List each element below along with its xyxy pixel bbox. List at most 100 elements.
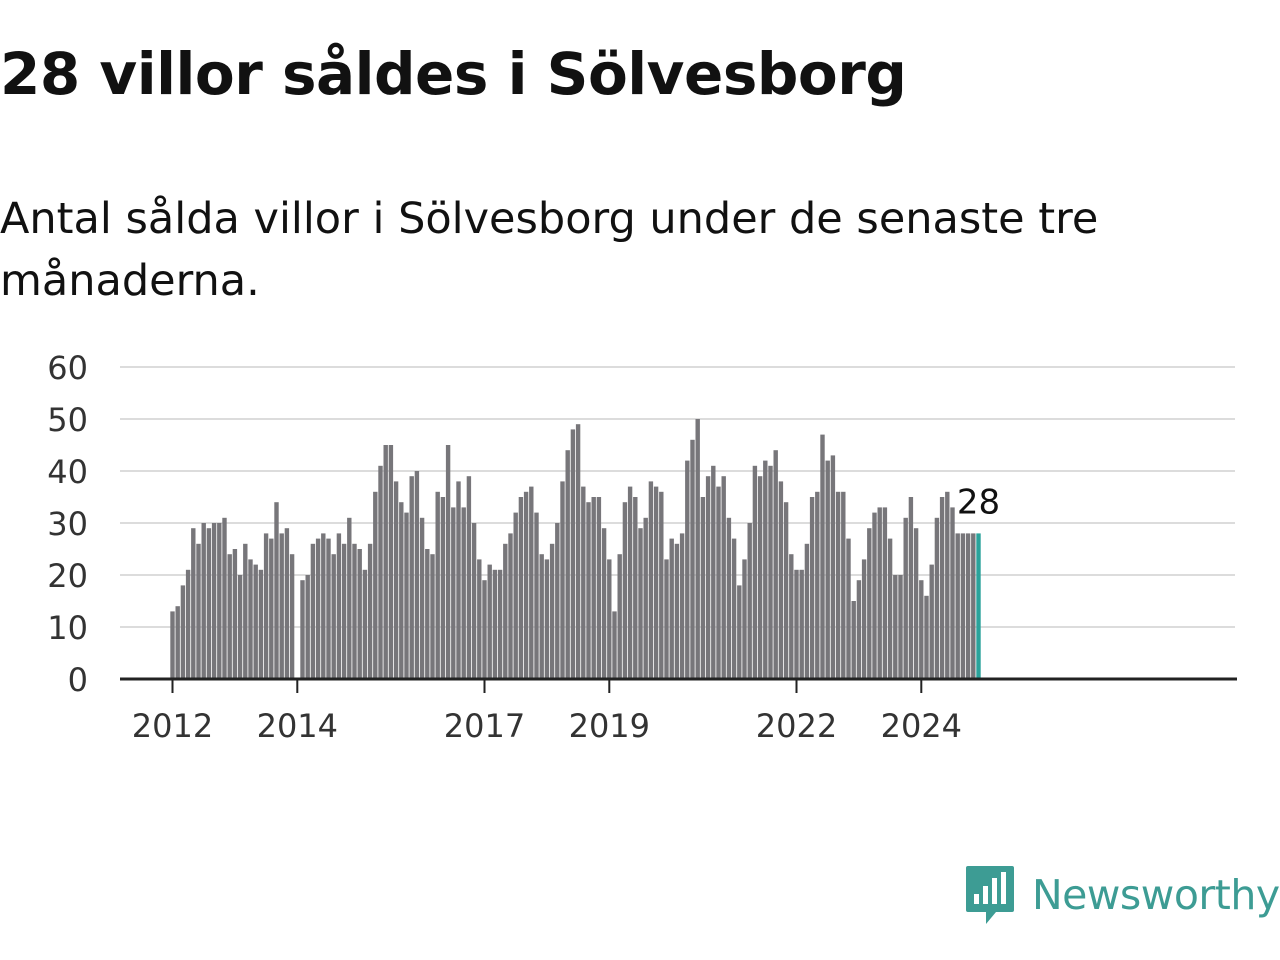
bar [877,507,882,679]
bar [965,533,971,679]
bar [425,549,430,679]
bar [643,517,648,679]
bar [633,497,638,679]
bar [518,497,524,679]
y-tick-label: 20 [47,557,88,595]
bar [232,549,238,679]
bar [601,528,607,679]
bar [737,585,742,679]
x-tick-label: 2019 [569,707,650,745]
bar [419,517,425,679]
bar [435,491,440,679]
bar [919,580,924,679]
bar [305,575,310,679]
bar [544,559,550,679]
bar [893,575,898,679]
bar [565,450,570,679]
bar [362,569,368,679]
bar [716,486,721,679]
y-tick-label: 0 [68,661,88,699]
bar [934,517,940,679]
bar [560,481,565,679]
bar [492,569,498,679]
bar [331,554,336,679]
brand-name: Newsworthy [1032,871,1280,919]
bar [279,533,284,679]
x-tick-label: 2014 [257,707,338,745]
bar [326,538,331,679]
bar [835,491,841,679]
bar [960,533,966,679]
bar [284,528,290,679]
bar [466,476,472,679]
newsworthy-logo-icon [966,866,1014,924]
bar [341,543,347,679]
bar [685,460,690,679]
bar [763,460,768,679]
bar [867,528,872,679]
bar [856,580,862,679]
bar [523,491,529,679]
bar [913,528,919,679]
x-tick-label: 2022 [756,707,837,745]
bar [393,481,399,679]
bar [237,575,243,679]
bar [617,554,622,679]
bar [690,439,695,679]
bar [534,512,539,679]
bar [612,611,617,679]
bar [872,512,877,679]
bar [700,497,706,679]
bar [409,476,414,679]
bar [789,554,794,679]
bar [315,538,321,679]
bar [971,533,976,679]
bar [222,517,227,679]
bar [248,559,253,679]
bar [742,559,747,679]
bar [929,564,934,679]
bar [898,575,903,679]
x-tick-label: 2024 [881,707,962,745]
bar [310,543,316,679]
bar [430,554,435,679]
bar [570,429,576,679]
bar [253,564,258,679]
bar-latest [976,533,981,679]
bar [461,507,466,679]
bar [846,538,851,679]
bar [773,450,778,679]
bar [289,554,295,679]
bar [399,502,404,679]
bar [945,491,950,679]
bar [529,486,534,679]
bar [440,497,446,679]
bar [653,486,659,679]
bar [487,564,492,679]
bar [820,434,825,679]
y-tick-label: 10 [47,609,88,647]
bar [669,538,674,679]
bar [721,476,726,679]
bar [185,569,191,679]
bar [414,471,420,679]
bar [861,559,867,679]
bar [659,491,664,679]
bar [908,497,914,679]
bar [581,486,586,679]
bar [471,523,477,679]
bar [575,424,581,679]
bar [508,533,513,679]
bar [607,559,612,679]
chart-subtitle: Antal sålda villor i Sölvesborg under de… [0,194,1099,306]
bar [217,523,222,679]
bar [206,528,212,679]
bar [497,569,503,679]
chart-title: 28 villor såldes i Sölvesborg [0,40,907,108]
bar [503,543,508,679]
bar [378,465,383,679]
bar [778,481,784,679]
axes: 0 10 20 30 40 50 60 2012 2014 2017 2019 2022 2024 28 [47,349,1237,745]
x-tick-label: 2012 [132,707,213,745]
newsworthy-logo: Newsworthy [964,864,1280,926]
